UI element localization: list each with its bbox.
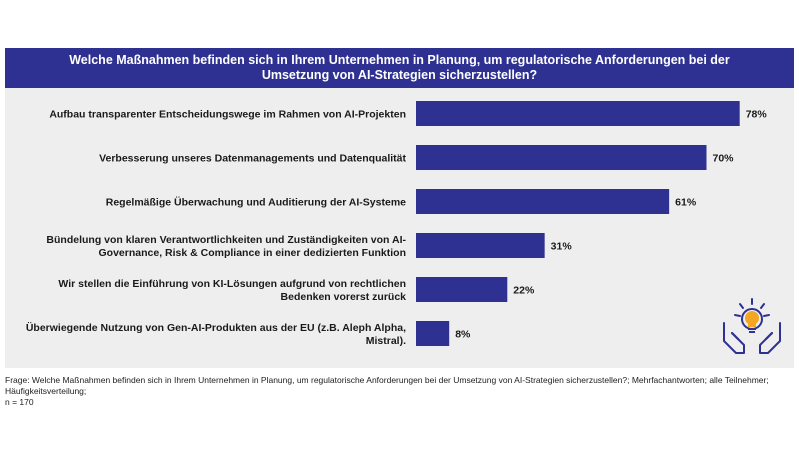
value-label-6: 8% xyxy=(455,329,471,341)
chart-title-line2: Umsetzung von AI-Strategien sicherzustel… xyxy=(261,68,538,82)
value-label-4: 31% xyxy=(551,241,573,253)
bar-2 xyxy=(416,145,707,170)
chart-title-banner: Welche Maßnahmen befinden sich in Ihrem … xyxy=(5,48,794,88)
category-label-2: Verbesserung unseres Datenmanagements un… xyxy=(99,153,406,165)
bar-3 xyxy=(416,189,670,214)
category-label-3: Regelmäßige Überwachung und Auditierung … xyxy=(106,196,406,209)
chart-title-line1: Welche Maßnahmen befinden sich in Ihrem … xyxy=(69,53,730,67)
bar-1 xyxy=(416,101,740,126)
bar-4 xyxy=(416,233,545,258)
value-label-1: 78% xyxy=(746,109,768,121)
category-label-1: Aufbau transparenter Entscheidungswege i… xyxy=(49,109,406,121)
category-label-6: Überwiegende Nutzung von Gen-AI-Produkte… xyxy=(26,321,406,347)
bar-6 xyxy=(416,321,450,346)
value-label-5: 22% xyxy=(513,285,535,297)
footnote-line1: Frage: Welche Maßnahmen befinden sich in… xyxy=(5,375,769,396)
chart-panel: 78% Aufbau transparenter Entscheidungsweg… xyxy=(5,88,794,368)
value-label-2: 70% xyxy=(713,153,735,165)
footnote: Frage: Welche Maßnahmen befinden sich in… xyxy=(5,375,794,408)
category-label-4: Bündelung von klaren Verantwortlichkeite… xyxy=(46,234,406,259)
hands-gear-lightbulb-icon xyxy=(718,295,786,359)
category-label-5: Wir stellen die Einführung von KI-Lösung… xyxy=(58,278,406,303)
bar-chart: 78% Aufbau transparenter Entscheidungsweg… xyxy=(26,101,768,347)
value-label-3: 61% xyxy=(675,197,697,209)
footnote-line2: n = 170 xyxy=(5,397,34,407)
chart-title: Welche Maßnahmen befinden sich in Ihrem … xyxy=(69,53,730,83)
bar-5 xyxy=(416,277,508,302)
